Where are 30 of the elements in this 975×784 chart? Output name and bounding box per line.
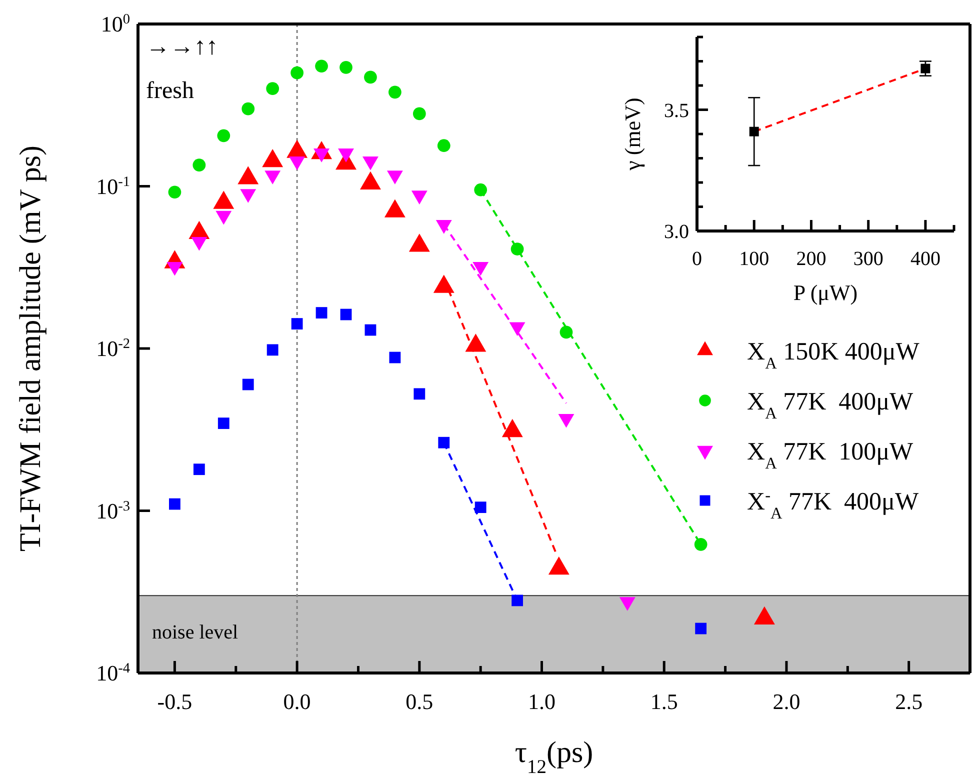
y-tick-label: 3.0 <box>664 221 689 243</box>
legend-label: X$_{A}$ 150K 400μW <box>747 338 920 372</box>
x-tick-label: 2.5 <box>895 689 923 714</box>
legend-label: X$_{A}$ 77K 100μW <box>747 438 914 472</box>
y-tick-label: 10$^{-2}$ <box>96 336 130 362</box>
x-tick-label: 1.5 <box>650 689 678 714</box>
x-tick-label: 300 <box>853 248 884 270</box>
x-axis-title: τ$_{12}$(ps) <box>514 736 594 778</box>
y-tick-label: 10$^{-4}$ <box>96 660 130 686</box>
y-tick-label: 3.5 <box>664 100 689 122</box>
y-tick-label: 10$^{-3}$ <box>96 498 130 524</box>
y-axis-title: TI-FWM field amplitude (mV ps) <box>14 145 47 552</box>
y-tick-label: 10$^{0}$ <box>100 12 130 37</box>
x-tick-label: 0.5 <box>406 689 434 714</box>
x-tick-label: 1.0 <box>528 689 556 714</box>
x-tick-label: 0 <box>692 248 702 270</box>
x-tick-label: 100 <box>739 248 770 270</box>
x-tick-label: -0.5 <box>157 689 192 714</box>
x-tick-label: 200 <box>796 248 826 270</box>
y-tick-label: 10$^{-1}$ <box>96 174 130 199</box>
x-tick-label: 0.0 <box>283 689 311 714</box>
band-label: noise level <box>152 621 239 644</box>
y-axis-title: γ (meV) <box>620 98 645 172</box>
annotation: fresh <box>146 78 194 104</box>
legend-label: X$^{-}$$_{A}$ 77K 400μW <box>747 486 919 522</box>
legend-label: X$_{A}$ 77K 400μW <box>747 388 914 422</box>
x-tick-label: 2.0 <box>772 689 800 714</box>
x-tick-label: 400 <box>910 248 940 270</box>
x-axis-title: P (μW) <box>793 280 858 305</box>
annotation: →→↑↑ <box>146 34 218 60</box>
